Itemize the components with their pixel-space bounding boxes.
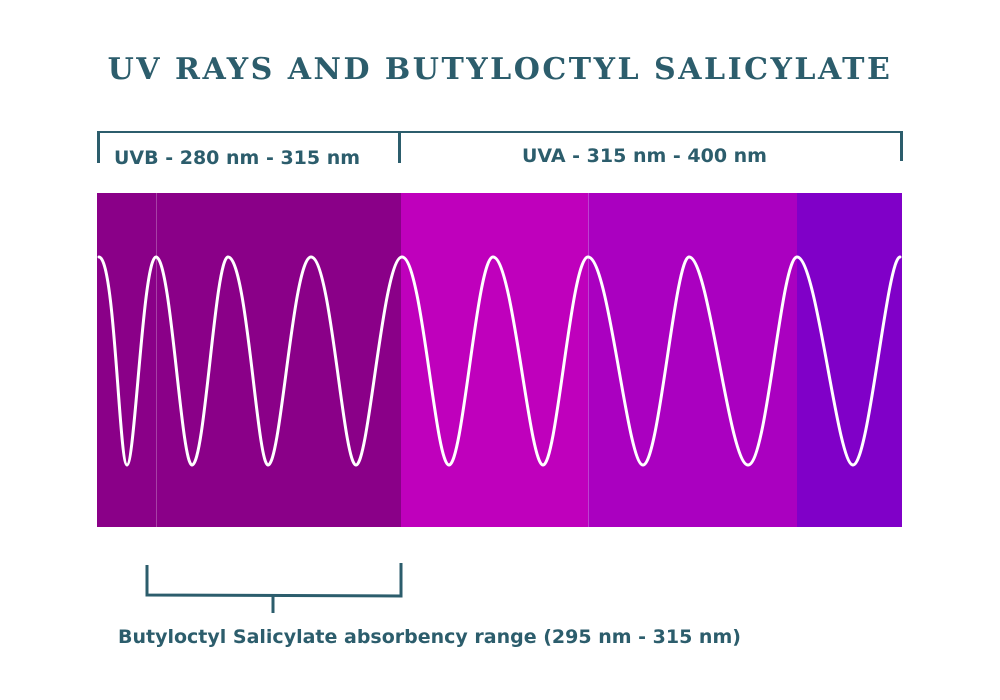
band-divider — [588, 193, 589, 527]
uv-spectrum — [97, 193, 902, 527]
uva-band-3 — [797, 193, 902, 527]
absorbency-caption: Butyloctyl Salicylate absorbency range (… — [118, 626, 741, 648]
uvb-band-2 — [156, 193, 401, 527]
uvb-band-1 — [97, 193, 156, 527]
band-divider — [156, 193, 157, 527]
uvb-label: UVB - 280 nm - 315 nm — [114, 147, 361, 169]
wave-icon — [97, 255, 902, 467]
uva-band-1 — [401, 193, 588, 527]
page-title: UV RAYS AND BUTYLOCTYL SALICYLATE — [107, 52, 893, 87]
uva-band-2 — [588, 193, 797, 527]
uvb-bracket — [97, 131, 401, 163]
uva-bracket — [400, 131, 903, 161]
uva-label: UVA - 315 nm - 400 nm — [522, 145, 767, 167]
